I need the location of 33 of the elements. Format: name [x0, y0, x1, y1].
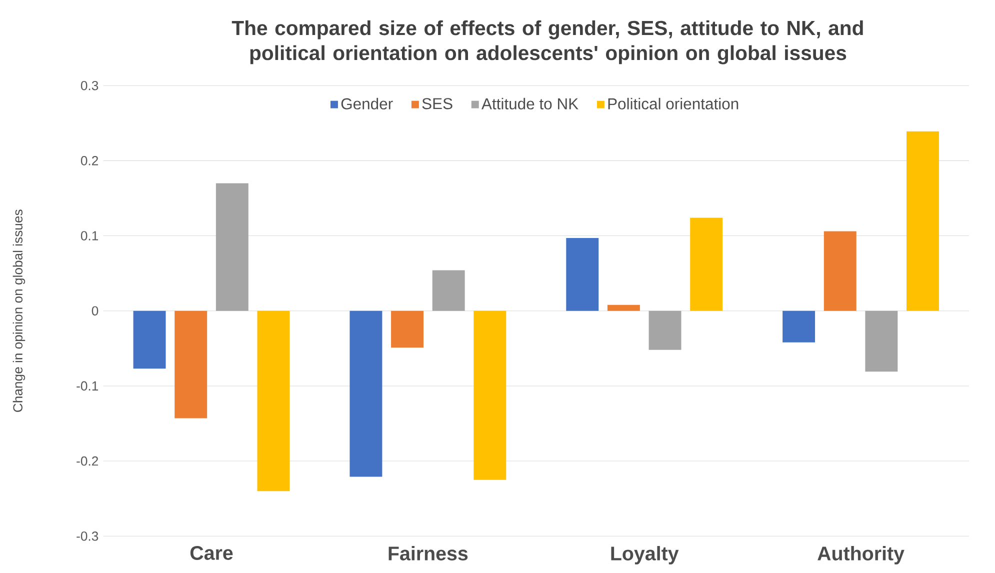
y-tick-label: -0.3 — [76, 532, 98, 542]
legend-label: Attitude to NK — [482, 98, 578, 110]
x-tick-label: Authority — [818, 546, 904, 565]
bar — [474, 311, 506, 480]
y-tick-label: 0.1 — [80, 231, 98, 241]
bar — [824, 231, 856, 312]
y-tick-label: -0.1 — [76, 382, 98, 391]
y-tick-label: 0.3 — [80, 81, 98, 90]
bar — [432, 270, 465, 312]
y-tick-label: -0.2 — [76, 456, 98, 466]
y-axis-title: Change in opinion on global issues — [12, 210, 26, 412]
x-tick-label: Care — [190, 546, 233, 560]
legend-label: SES — [422, 98, 452, 110]
bar — [906, 132, 939, 312]
bar — [391, 311, 424, 348]
x-tick-label: Fairness — [388, 546, 468, 561]
bar — [865, 311, 898, 372]
x-tick-label: Loyalty — [611, 546, 679, 565]
legend-label: Gender — [341, 98, 393, 110]
bar — [133, 311, 166, 369]
bar — [782, 311, 816, 343]
bar — [216, 183, 248, 312]
bar — [690, 218, 723, 312]
bar — [648, 311, 682, 350]
bar — [566, 238, 599, 312]
y-tick-label: 0 — [92, 306, 98, 316]
bar — [350, 311, 382, 478]
legend-label: Political orientation — [608, 98, 738, 110]
y-tick-label: 0.2 — [80, 156, 98, 166]
chart-title: The compared size of effects of gender, SES, attitude to NK, and political orientation on adolescents' opinion on global issues — [232, 20, 863, 64]
bar — [174, 311, 208, 418]
bar — [257, 311, 290, 492]
bar — [607, 305, 640, 312]
